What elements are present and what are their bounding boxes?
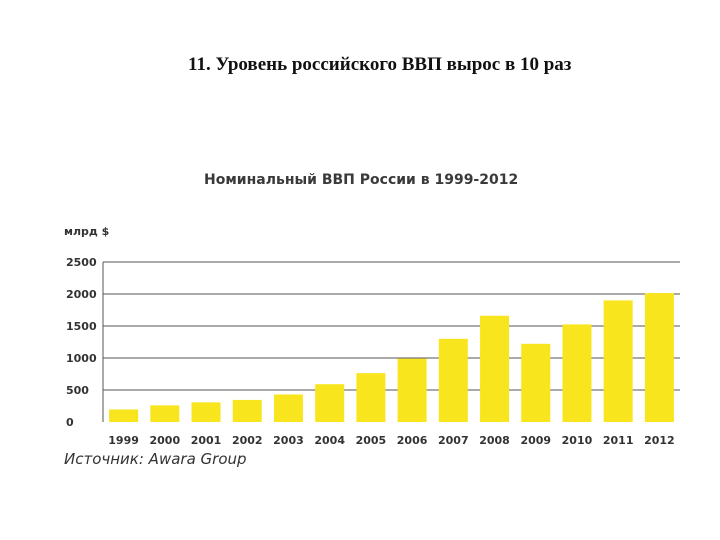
bar-2005 — [356, 373, 386, 422]
x-tick-label: 2008 — [479, 434, 510, 447]
y-tick-label: 500 — [66, 384, 89, 397]
bar-2008 — [480, 315, 510, 422]
bar-1999 — [109, 409, 139, 422]
y-tick-label: 0 — [66, 416, 74, 429]
grid-lines — [102, 261, 680, 422]
bar-2011 — [603, 300, 633, 422]
bar-2007 — [438, 338, 468, 422]
x-tick-label: 2000 — [150, 434, 181, 447]
y-tick-label: 2000 — [66, 288, 97, 301]
source-caption: Источник: Awara Group — [64, 450, 247, 468]
bar-2012 — [644, 293, 674, 422]
bar-2004 — [315, 384, 345, 422]
x-tick-label: 2006 — [397, 434, 428, 447]
x-tick-label: 1999 — [108, 434, 139, 447]
y-axis-unit-label: млрд $ — [64, 225, 110, 238]
x-axis-ticks: 1999 2000 2001 2002 2003 2004 2005 2006 2007 2008… — [108, 434, 674, 447]
bar-2003 — [273, 394, 303, 422]
bars — [109, 293, 674, 422]
x-tick-label: 2002 — [232, 434, 263, 447]
x-tick-label: 2009 — [520, 434, 551, 447]
bar-2009 — [521, 343, 551, 422]
x-tick-label: 2003 — [273, 434, 304, 447]
bar-2006 — [397, 358, 427, 422]
chart-title: Номинальный ВВП России в 1999-2012 — [204, 172, 519, 188]
bar-2001 — [191, 402, 221, 422]
x-tick-label: 2010 — [562, 434, 593, 447]
x-tick-label: 2001 — [191, 434, 222, 447]
x-tick-label: 2012 — [644, 434, 675, 447]
y-tick-label: 2500 — [66, 256, 97, 269]
y-tick-label: 1000 — [66, 352, 97, 365]
slide-title: 11. Уровень российского ВВП вырос в 10 р… — [188, 54, 572, 75]
x-tick-label: 2004 — [314, 434, 345, 447]
x-tick-label: 2007 — [438, 434, 469, 447]
x-tick-label: 2005 — [356, 434, 387, 447]
y-tick-label: 1500 — [66, 320, 97, 333]
bar-2000 — [150, 405, 180, 422]
bar-2002 — [232, 399, 262, 422]
y-axis-ticks: 0 500 1000 1500 2000 2500 — [66, 256, 97, 429]
x-tick-label: 2011 — [603, 434, 634, 447]
bar-2010 — [562, 324, 592, 422]
